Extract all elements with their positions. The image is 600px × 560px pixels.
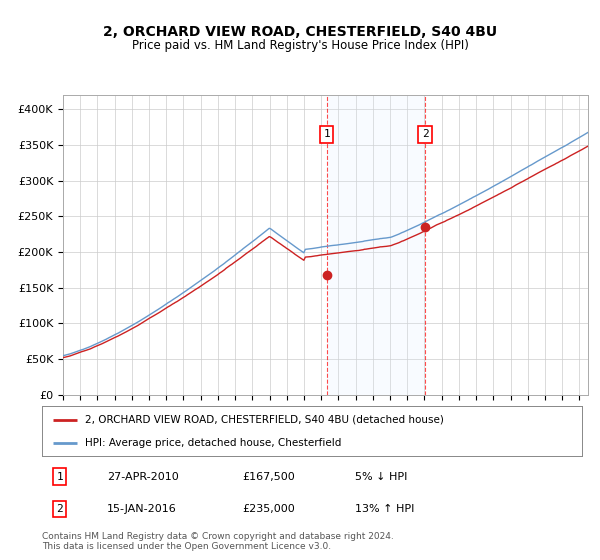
Text: £167,500: £167,500: [242, 472, 295, 482]
Text: £235,000: £235,000: [242, 504, 295, 514]
Text: HPI: Average price, detached house, Chesterfield: HPI: Average price, detached house, Ches…: [85, 438, 341, 448]
Text: 27-APR-2010: 27-APR-2010: [107, 472, 179, 482]
Text: 5% ↓ HPI: 5% ↓ HPI: [355, 472, 407, 482]
Text: Contains HM Land Registry data © Crown copyright and database right 2024.
This d: Contains HM Land Registry data © Crown c…: [42, 532, 394, 552]
Text: 1: 1: [56, 472, 63, 482]
Text: Price paid vs. HM Land Registry's House Price Index (HPI): Price paid vs. HM Land Registry's House …: [131, 39, 469, 52]
Text: 13% ↑ HPI: 13% ↑ HPI: [355, 504, 415, 514]
Text: 2: 2: [422, 129, 428, 139]
Text: 2, ORCHARD VIEW ROAD, CHESTERFIELD, S40 4BU (detached house): 2, ORCHARD VIEW ROAD, CHESTERFIELD, S40 …: [85, 414, 444, 424]
Bar: [327, 95, 425, 395]
Text: 2, ORCHARD VIEW ROAD, CHESTERFIELD, S40 4BU: 2, ORCHARD VIEW ROAD, CHESTERFIELD, S40 …: [103, 25, 497, 39]
Text: 1: 1: [323, 129, 330, 139]
Text: 2: 2: [56, 504, 63, 514]
Text: 15-JAN-2016: 15-JAN-2016: [107, 504, 176, 514]
